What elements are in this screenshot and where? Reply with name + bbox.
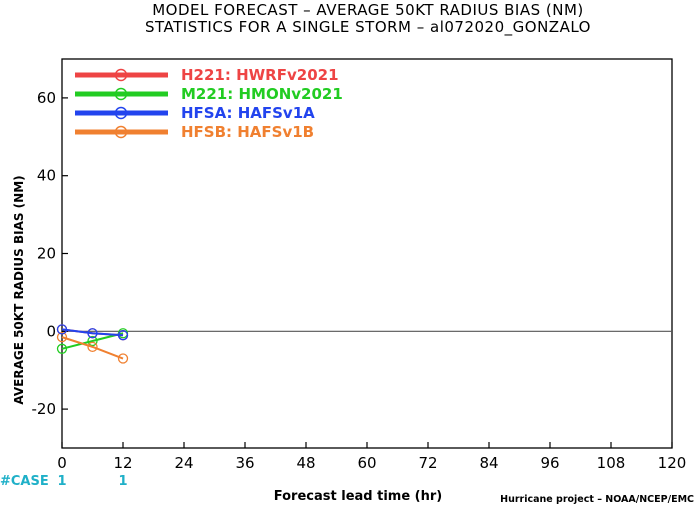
legend-label: M221: HMONv2021 (181, 85, 343, 103)
data-point (117, 353, 129, 364)
case-count: 1 (57, 474, 66, 489)
data-point (87, 335, 98, 347)
data-point (87, 328, 98, 339)
x-tick-label: 24 (174, 454, 193, 472)
data-point (56, 324, 68, 335)
series-group (56, 324, 129, 364)
x-axis-label: Forecast lead time (hr) (274, 489, 442, 504)
data-point (56, 331, 68, 343)
data-point (117, 330, 129, 341)
x-tick-label: 48 (296, 454, 315, 472)
case-label: #CASE (0, 474, 49, 489)
x-tick-label: 12 (113, 454, 132, 472)
chart-subtitle: STATISTICS FOR A SINGLE STORM – al072020… (145, 18, 591, 36)
series-line (61, 332, 124, 350)
series-line (61, 328, 124, 337)
credit-text: Hurricane project – NOAA/NCEP/EMC (500, 494, 694, 505)
case-count: 1 (118, 474, 127, 489)
y-axis-label: AVERAGE 50KT RADIUS BIAS (NM) (12, 175, 26, 404)
series-line (61, 336, 124, 360)
y-tick-label: -20 (32, 400, 57, 418)
y-tick-label: 40 (37, 167, 56, 185)
x-axis: 0 12 24 36 48 60 72 84 96 108 120 (57, 442, 686, 472)
chart-title: MODEL FORECAST – AVERAGE 50KT RADIUS BIA… (152, 1, 584, 19)
x-tick-label: 120 (658, 454, 687, 472)
x-tick-label: 0 (57, 454, 67, 472)
plot-frame (61, 58, 673, 449)
x-tick-label: 36 (235, 454, 254, 472)
y-axis: -20 0 20 40 60 (32, 89, 68, 418)
x-tick-label: 96 (540, 454, 559, 472)
x-tick-label: 72 (418, 454, 437, 472)
legend-marker (114, 68, 128, 82)
y-tick-label: 60 (37, 89, 56, 107)
x-tick-label: 108 (597, 454, 626, 472)
x-tick-label: 84 (479, 454, 498, 472)
legend-marker (114, 125, 128, 139)
x-tick-label: 60 (357, 454, 376, 472)
legend-marker (114, 87, 128, 101)
legend-label: HFSA: HAFSv1A (181, 104, 315, 122)
y-tick-label: 0 (46, 322, 56, 340)
legend-label: HFSB: HAFSv1B (181, 123, 314, 141)
data-point (87, 341, 98, 353)
data-point (56, 343, 68, 354)
legend-label: H221: HWRFv2021 (181, 66, 339, 84)
legend-marker (114, 106, 128, 120)
y-tick-label: 20 (37, 245, 56, 263)
